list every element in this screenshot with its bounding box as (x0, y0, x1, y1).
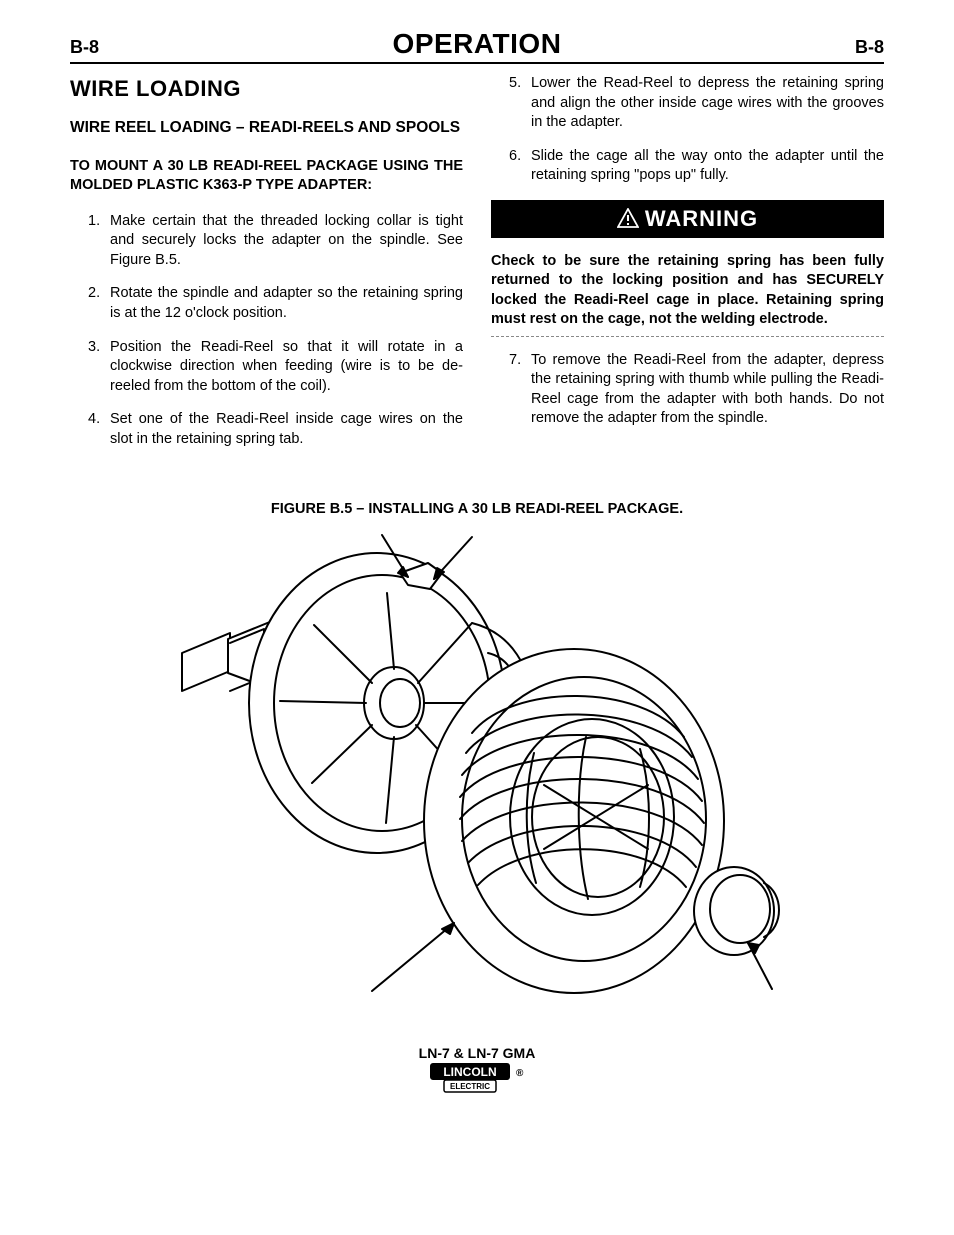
section-heading-1: WIRE LOADING (70, 74, 463, 104)
lincoln-logo: LINCOLN ® ELECTRIC (430, 1063, 524, 1096)
warning-banner: WARNING (491, 200, 884, 238)
step-number: 6. (509, 147, 521, 167)
step-number: 5. (509, 74, 521, 94)
step-text: Lower the Read-Reel to depress the retai… (531, 75, 884, 130)
step-text: Slide the cage all the way onto the adap… (531, 148, 884, 184)
step-text: Position the Readi-Reel so that it will … (110, 339, 463, 394)
step-text: To remove the Readi-Reel from the adapte… (531, 352, 884, 427)
figure-illustration (172, 533, 782, 1023)
body-columns: WIRE LOADING WIRE REEL LOADING – READI-R… (70, 74, 884, 463)
step-number: 3. (88, 338, 100, 358)
warning-label: WARNING (645, 206, 758, 231)
step-item: 2. Rotate the spindle and adapter so the … (88, 284, 463, 323)
warning-icon (617, 208, 639, 228)
step-list-right-b: 7. To remove the Readi-Reel from the adap… (491, 351, 884, 429)
page-number-right: B-8 (855, 37, 884, 58)
dashed-separator (491, 336, 884, 337)
right-column: 5. Lower the Read-Reel to depress the ret… (491, 74, 884, 463)
step-text: Make certain that the threaded locking c… (110, 213, 463, 268)
step-item: 7. To remove the Readi-Reel from the adap… (509, 351, 884, 429)
step-number: 4. (88, 410, 100, 430)
step-item: 1. Make certain that the threaded locking… (88, 212, 463, 271)
section-heading-3: TO MOUNT A 30 LB READI-REEL PACKAGE USIN… (70, 157, 463, 196)
step-item: 6. Slide the cage all the way onto the ad… (509, 147, 884, 186)
page-header: B-8 OPERATION B-8 (70, 28, 884, 64)
figure-caption: FIGURE B.5 – INSTALLING A 30 LB READI-RE… (70, 501, 884, 517)
footer-model: LN-7 & LN-7 GMA (70, 1045, 884, 1061)
step-list-right-a: 5. Lower the Read-Reel to depress the ret… (491, 74, 884, 186)
warning-body: Check to be sure the retaining spring ha… (491, 252, 884, 330)
logo-top-text: LINCOLN (443, 1065, 496, 1079)
step-number: 1. (88, 212, 100, 232)
page-footer: LN-7 & LN-7 GMA LINCOLN ® ELECTRIC (70, 1045, 884, 1096)
logo-bottom-text: ELECTRIC (450, 1082, 490, 1091)
step-list-left: 1. Make certain that the threaded locking… (70, 212, 463, 450)
step-number: 2. (88, 284, 100, 304)
step-item: 5. Lower the Read-Reel to depress the ret… (509, 74, 884, 133)
svg-text:®: ® (516, 1068, 524, 1079)
step-number: 7. (509, 351, 521, 371)
step-text: Set one of the Readi-Reel inside cage wi… (110, 411, 463, 447)
header-title: OPERATION (393, 28, 562, 60)
left-column: WIRE LOADING WIRE REEL LOADING – READI-R… (70, 74, 463, 463)
page-number-left: B-8 (70, 37, 99, 58)
step-text: Rotate the spindle and adapter so the re… (110, 285, 463, 321)
section-heading-2: WIRE REEL LOADING – READI-REELS AND SPOO… (70, 118, 463, 139)
step-item: 3. Position the Readi-Reel so that it wil… (88, 338, 463, 397)
step-item: 4. Set one of the Readi-Reel inside cage … (88, 410, 463, 449)
